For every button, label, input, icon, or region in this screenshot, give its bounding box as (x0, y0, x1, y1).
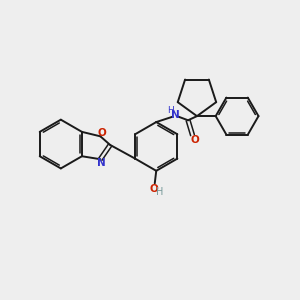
Text: H: H (167, 106, 174, 115)
Text: O: O (190, 135, 199, 145)
Text: N: N (97, 158, 106, 168)
Text: N: N (171, 110, 180, 120)
Text: O: O (149, 184, 158, 194)
Text: O: O (97, 128, 106, 138)
Text: H: H (156, 187, 164, 197)
